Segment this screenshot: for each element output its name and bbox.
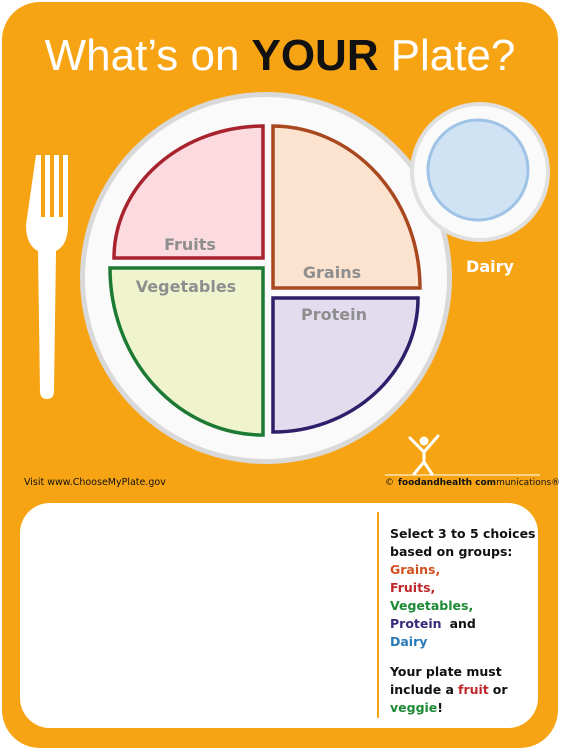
group-protein: Protein	[390, 616, 442, 631]
instruction-word: and	[450, 616, 476, 631]
fruit-word: fruit	[458, 682, 489, 697]
credit-rest: munications®	[496, 478, 560, 488]
logo-figure	[408, 434, 440, 476]
fruits-section	[112, 124, 265, 260]
section-label: Protein	[301, 305, 367, 324]
vegetables-section	[108, 266, 265, 437]
instruction-line: Protein and	[390, 616, 476, 631]
title-emphasis: YOUR	[251, 31, 378, 80]
title-end: Plate?	[391, 31, 516, 80]
fork	[26, 155, 68, 399]
section-label: Grains	[303, 263, 361, 282]
protein-section	[271, 296, 420, 434]
instruction: Your plate must	[389, 664, 502, 679]
instruction-word: or	[493, 682, 509, 697]
title: What’s on YOUR Plate?	[45, 31, 516, 80]
credit-bold: foodandhealth com	[398, 478, 496, 488]
group-dairy: Dairy	[390, 634, 427, 649]
site-link: Visit www.ChooseMyPlate.gov	[24, 477, 166, 488]
instruction-word: !	[437, 700, 443, 715]
title-start: What’s on	[45, 31, 240, 80]
section-label: Vegetables	[136, 277, 236, 296]
credit: © foodandhealth communications®	[385, 478, 560, 488]
group-grains: Grains,	[390, 562, 440, 577]
group-vegetables: Vegetables,	[390, 598, 473, 613]
instruction-line: include a fruit or	[390, 682, 508, 697]
answer-panel	[20, 503, 538, 728]
cup-milk	[426, 118, 530, 222]
instruction: Select 3 to 5 choices	[390, 526, 536, 541]
grains-section	[271, 124, 422, 290]
instruction-line: veggie!	[390, 700, 443, 715]
instruction: based on groups:	[390, 544, 512, 559]
group-fruits: Fruits,	[390, 580, 435, 595]
credit-symbol: ©	[385, 478, 394, 488]
cup-label: Dairy	[466, 257, 514, 276]
veggie-word: veggie	[390, 700, 437, 715]
section-label: Fruits	[164, 235, 216, 254]
instruction-word: include a	[390, 682, 454, 697]
